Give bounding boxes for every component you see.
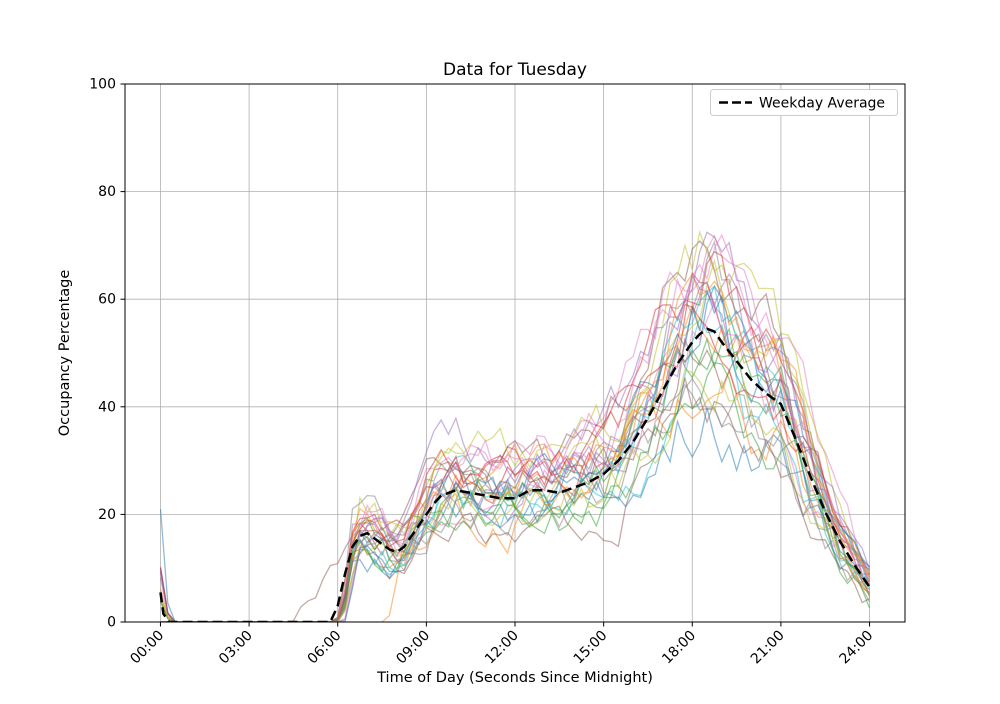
series-line (159, 303, 871, 622)
y-tick-label: 0 (107, 615, 116, 631)
ticks (120, 83, 871, 627)
series-line (160, 240, 871, 622)
series-line (160, 288, 870, 622)
series-line (160, 233, 871, 622)
series-line (160, 383, 870, 622)
series-line (159, 368, 870, 622)
average-line (159, 327, 871, 622)
series-line (160, 229, 870, 622)
y-tick-label: 100 (89, 77, 116, 93)
series-line (159, 273, 871, 622)
series-line (160, 377, 870, 622)
x-axis-label: Time of Day (Seconds Since Midnight) (376, 670, 653, 686)
series-line (159, 361, 871, 622)
series-line (159, 231, 870, 622)
series-line (160, 250, 870, 622)
series-line (159, 368, 871, 622)
series-line (160, 377, 871, 622)
y-axis-label: Occupancy Percentage (57, 270, 73, 437)
series-line (160, 258, 871, 622)
series-line (159, 333, 871, 622)
individual-series-group (159, 229, 871, 622)
series-line (159, 234, 871, 622)
legend-label: Weekday Average (759, 96, 885, 112)
y-tick-label: 40 (98, 399, 116, 415)
y-tick-label: 60 (98, 292, 116, 308)
series-line (160, 272, 871, 622)
legend-frame (710, 89, 898, 116)
legend: Weekday Average (710, 89, 898, 116)
plot-title: Data for Tuesday (443, 60, 587, 80)
y-tick-label: 20 (98, 507, 116, 523)
y-tick-label: 80 (98, 184, 116, 200)
